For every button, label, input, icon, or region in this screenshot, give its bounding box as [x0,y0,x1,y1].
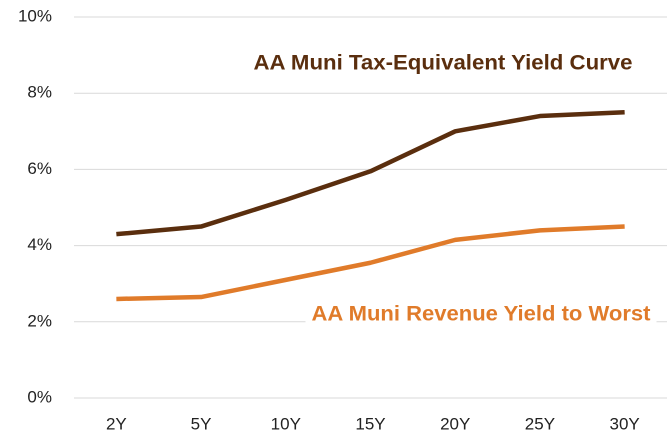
y-tick-label: 8% [27,83,52,102]
x-tick-label: 10Y [271,414,301,433]
y-tick-label: 0% [27,387,52,406]
line-series [116,110,625,237]
label-background [305,299,657,331]
y-tick-label: 2% [27,311,52,330]
series-label: AA Muni Tax-Equivalent Yield Curve [254,52,633,75]
x-tick-label: 30Y [610,414,640,433]
line-series [116,224,625,302]
x-tick-label: 25Y [525,414,555,433]
y-tick-label: 4% [27,235,52,254]
y-tick-label: 6% [27,159,52,178]
y-tick-label: 10% [18,6,52,25]
series-label: AA Muni Revenue Yield to Worst [312,303,651,326]
x-tick-label: 20Y [440,414,470,433]
x-tick-label: 15Y [355,414,385,433]
x-tick-label: 2Y [106,414,127,433]
x-tick-label: 5Y [191,414,212,433]
